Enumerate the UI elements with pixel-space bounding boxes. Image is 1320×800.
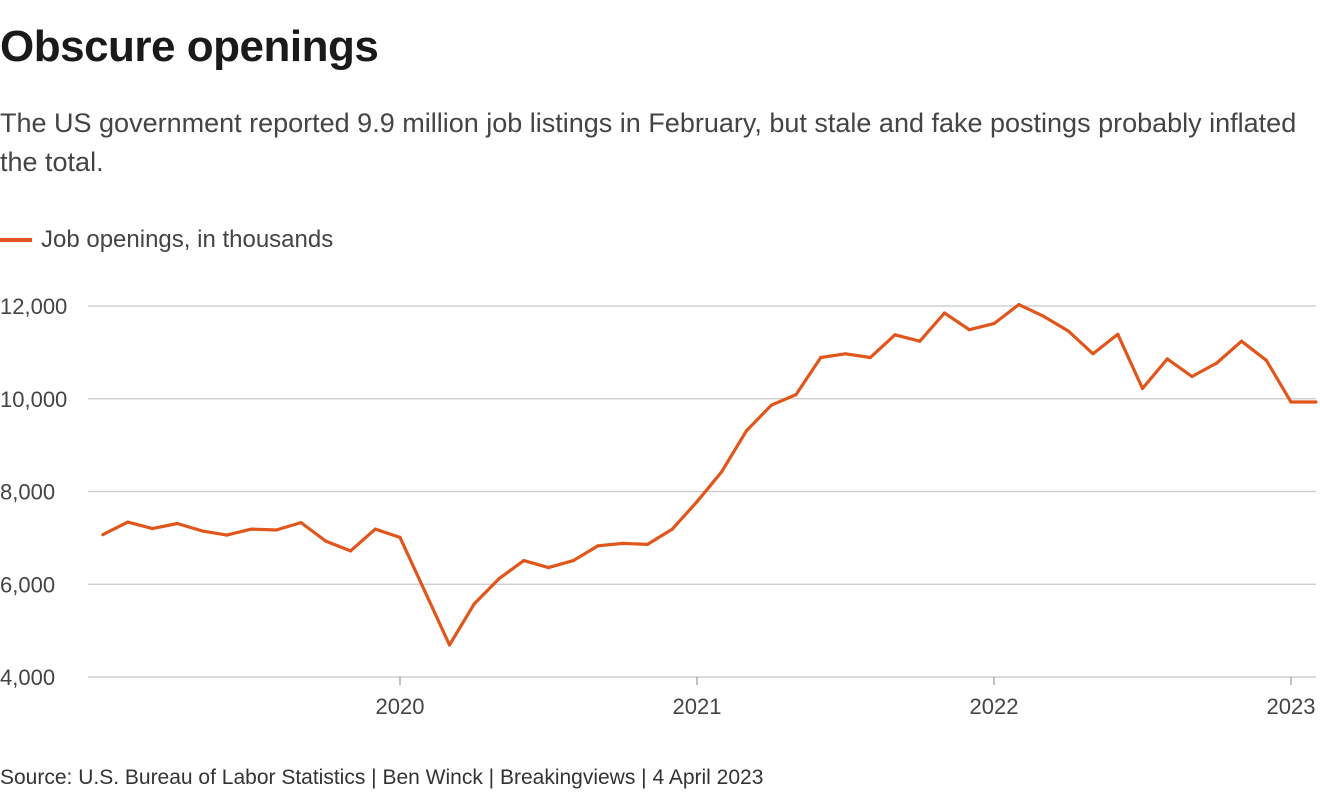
data-point <box>1190 374 1194 379</box>
data-point <box>1041 314 1046 318</box>
data-point <box>299 521 303 525</box>
data-point <box>1017 303 1021 307</box>
gridlines <box>88 305 1316 678</box>
data-point <box>744 429 749 433</box>
data-point <box>546 566 551 570</box>
data-point <box>571 559 575 563</box>
data-point <box>794 393 798 397</box>
series-layer <box>101 303 1318 647</box>
legend-label: Job openings, in thousands <box>41 226 334 253</box>
data-point <box>720 470 724 474</box>
x-tick-label: 2021 <box>673 694 722 719</box>
data-point <box>596 544 600 548</box>
data-point <box>1289 400 1293 404</box>
data-point <box>200 529 204 533</box>
data-point <box>992 322 996 326</box>
data-point <box>868 355 872 360</box>
data-point <box>1215 361 1219 365</box>
y-tick-label: 6,000 <box>0 572 55 597</box>
legend-swatch <box>0 238 32 242</box>
data-point <box>670 527 674 531</box>
data-point <box>918 339 922 343</box>
data-point <box>324 539 328 543</box>
data-point <box>893 333 897 337</box>
data-point <box>522 559 526 563</box>
data-point <box>695 500 699 504</box>
data-point <box>819 355 823 360</box>
data-point <box>225 533 229 537</box>
data-point <box>373 527 377 531</box>
chart-subtitle: The US government reported 9.9 million j… <box>0 108 1297 177</box>
data-point <box>1165 357 1169 361</box>
data-point <box>126 520 130 524</box>
data-point <box>1116 332 1120 336</box>
y-tick-label: 10,000 <box>0 387 67 412</box>
line-chart: 12,000 10,000 8,000 6,000 4,000 2020 2021 2022… <box>0 294 1318 719</box>
data-point <box>1264 358 1268 362</box>
chart-title: Obscure openings <box>0 22 379 71</box>
y-tick-label: 12,000 <box>0 294 67 319</box>
data-point <box>150 527 155 531</box>
data-point <box>942 311 947 315</box>
data-point <box>967 328 971 332</box>
data-point <box>621 541 625 546</box>
x-tick-label: 2022 <box>970 694 1019 719</box>
data-point <box>348 549 353 553</box>
data-point <box>423 589 427 593</box>
y-tick-label: 8,000 <box>0 480 55 505</box>
data-point <box>497 577 501 581</box>
data-point <box>249 527 254 531</box>
y-tick-label: 4,000 <box>0 665 55 690</box>
data-point <box>175 521 179 526</box>
y-axis-ticks: 12,000 10,000 8,000 6,000 4,000 <box>0 294 67 690</box>
data-point <box>843 352 848 356</box>
data-point <box>645 542 650 547</box>
data-point <box>398 535 402 540</box>
data-point <box>101 533 105 537</box>
data-point <box>1091 352 1095 356</box>
data-point <box>1066 329 1070 333</box>
data-point <box>1314 400 1318 404</box>
data-point <box>769 403 773 407</box>
data-point <box>274 528 278 532</box>
source-note: Source: U.S. Bureau of Labor Statistics … <box>0 766 764 789</box>
data-point <box>472 602 476 606</box>
data-point <box>447 643 452 647</box>
x-tick-label: 2020 <box>376 694 425 719</box>
series-line <box>101 303 1318 647</box>
data-point <box>1140 386 1145 391</box>
x-axis-ticks: 2020 2021 2022 2023 <box>376 677 1316 719</box>
x-tick-label: 2023 <box>1267 694 1316 719</box>
data-point <box>1239 339 1244 343</box>
legend: Job openings, in thousands <box>0 226 333 254</box>
